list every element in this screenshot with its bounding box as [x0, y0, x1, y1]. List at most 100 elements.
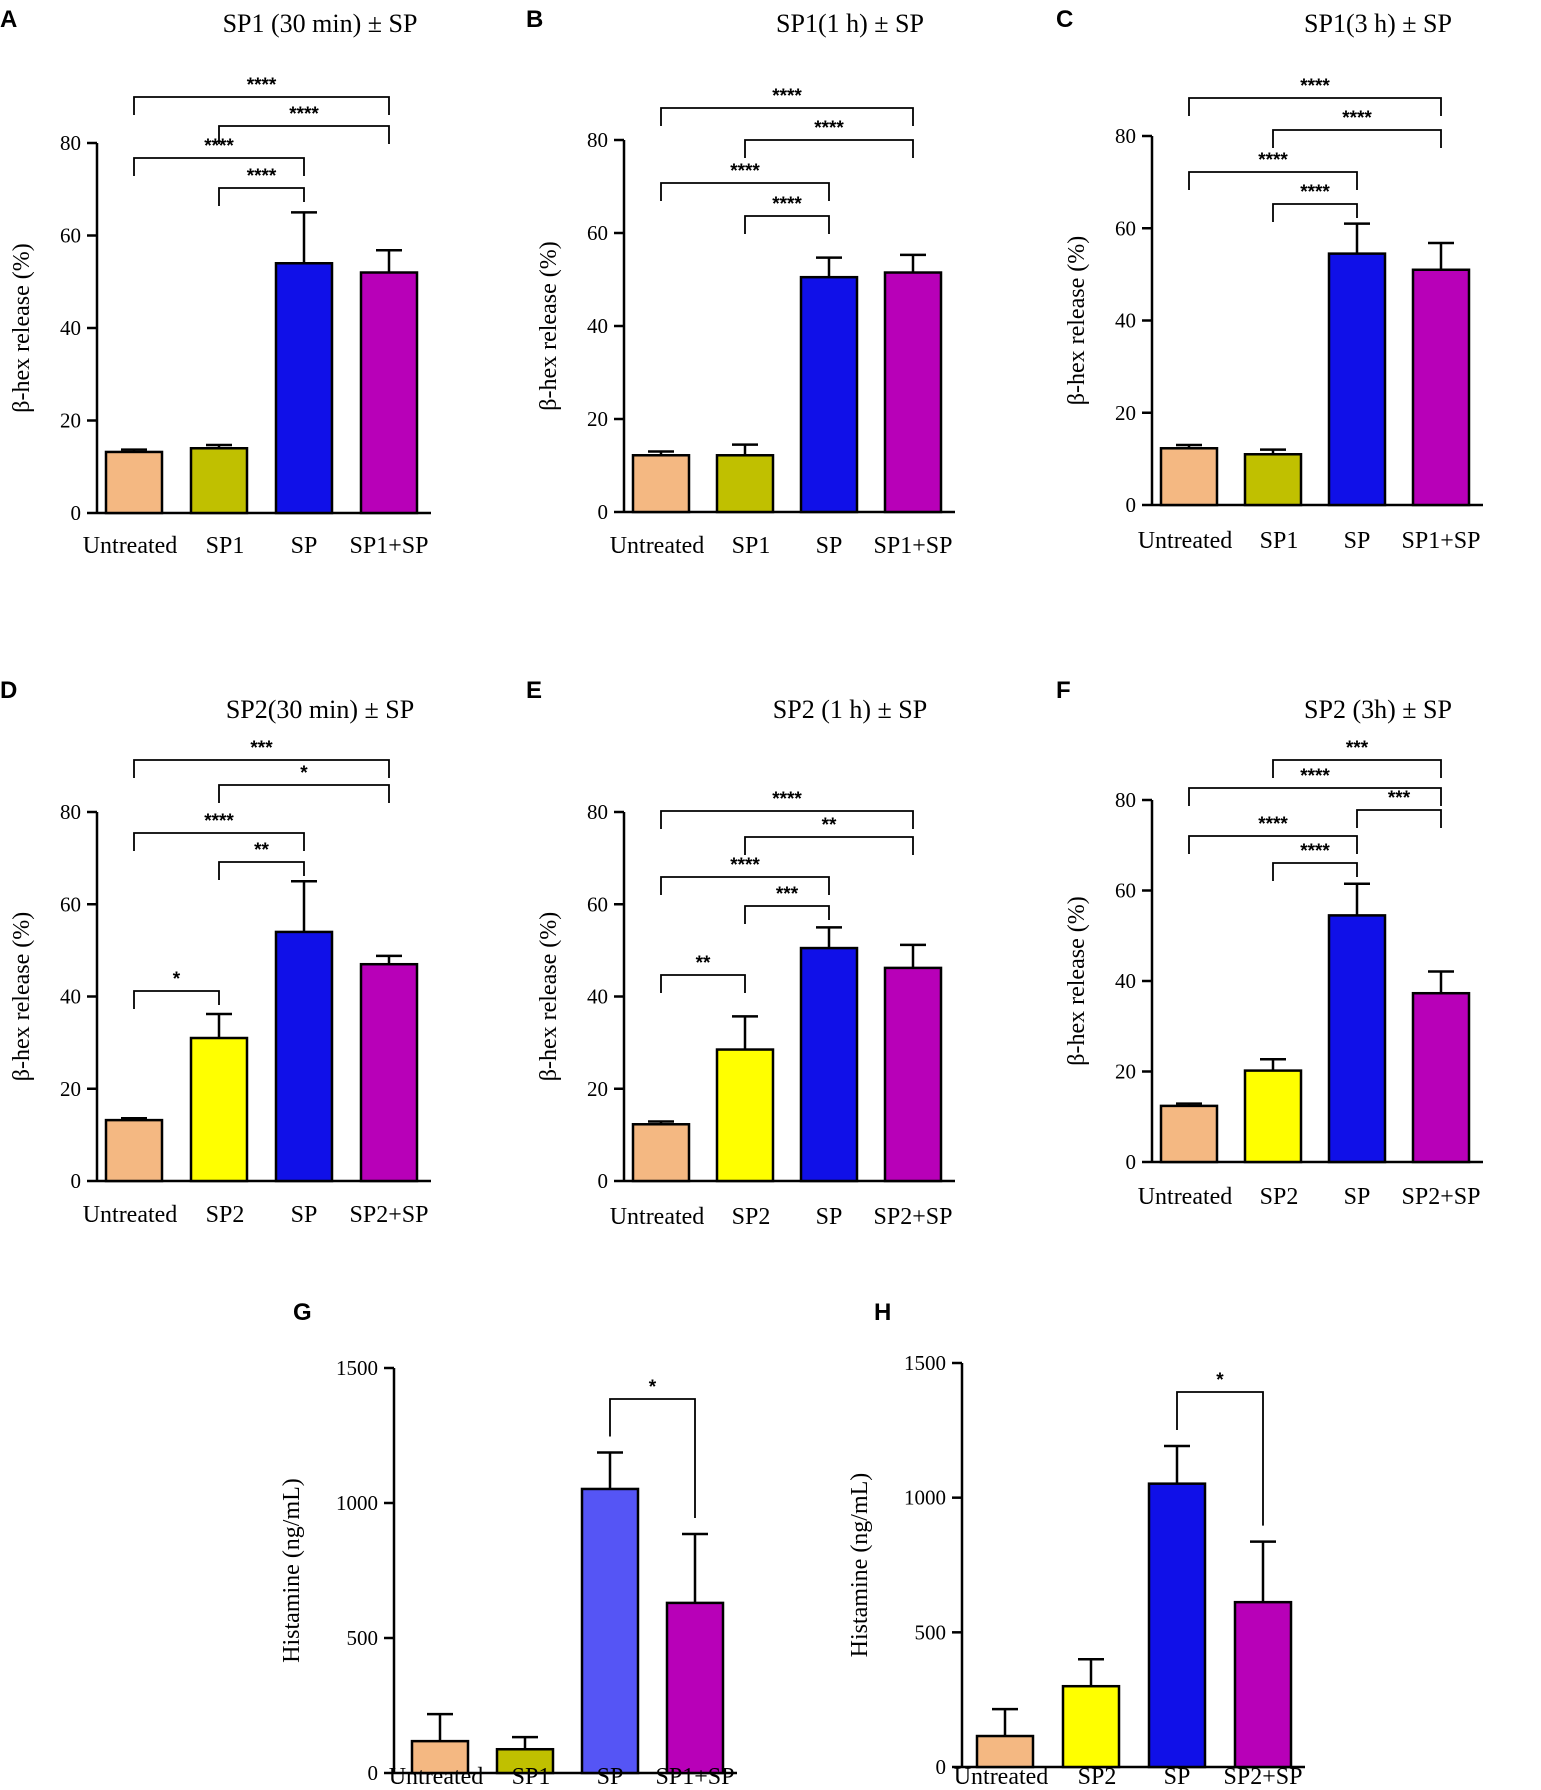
y-axis-label: Histamine (ng/mL) — [279, 1478, 305, 1663]
chart-title: SP1(1 h) ± SP — [776, 9, 924, 38]
y-tick-label: 80 — [1115, 124, 1136, 148]
y-tick-label: 40 — [1115, 969, 1136, 993]
y-axis-label: β-hex release (%) — [9, 243, 35, 412]
bar-untreated — [1159, 1104, 1219, 1164]
chart-panel-f: F SP2 (3h) ± SP 0 20 40 60 80 β-hex release (%)… — [1056, 677, 1483, 1210]
y-axis-label: Histamine (ng/mL) — [847, 1473, 873, 1658]
category-label: SP2 — [732, 1204, 771, 1230]
significance-bracket — [218, 861, 305, 880]
bar-sp1-sp — [665, 1601, 725, 1775]
significance-bracket — [133, 96, 390, 115]
panel-letter: B — [526, 6, 543, 33]
y-tick-label: 20 — [1115, 1060, 1136, 1084]
significance-label: **** — [247, 75, 277, 96]
bar-untreated — [631, 454, 691, 514]
significance-label: *** — [250, 738, 273, 759]
significance-label: **** — [772, 194, 802, 215]
category-label: Untreated — [610, 533, 705, 559]
category-label: Untreated — [1138, 1184, 1233, 1210]
category-label: SP — [597, 1764, 624, 1790]
significance-label: **** — [1342, 108, 1372, 129]
significance-label: **** — [772, 789, 802, 810]
category-label: Untreated — [610, 1204, 705, 1230]
bar-sp2-sp — [883, 966, 943, 1183]
significance-label: **** — [204, 136, 234, 157]
y-axis-label: β-hex release (%) — [1064, 896, 1090, 1065]
significance-bracket — [660, 107, 914, 126]
significance-label: *** — [1388, 788, 1411, 809]
significance-bracket — [744, 905, 830, 924]
significance-bracket — [218, 784, 390, 803]
y-tick-label: 80 — [60, 131, 81, 155]
chart-title: SP2(30 min) ± SP — [226, 695, 414, 724]
significance-label: ** — [696, 953, 711, 974]
panel-letter: F — [1056, 677, 1071, 704]
category-label: SP1 — [1260, 528, 1299, 554]
category-label: SP1+SP — [350, 533, 429, 559]
significance-label: * — [649, 1377, 657, 1398]
significance-bracket — [1356, 809, 1442, 828]
bar-sp — [799, 946, 859, 1183]
chart-panel-b: B SP1(1 h) ± SP 0 20 40 60 80 β-hex release (%)… — [526, 6, 955, 559]
category-label: SP2 — [1078, 1764, 1117, 1790]
category-label: SP2+SP — [1402, 1184, 1481, 1210]
y-tick-label: 1500 — [904, 1351, 946, 1375]
bar-sp — [799, 275, 859, 514]
y-tick-label: 0 — [1126, 493, 1137, 517]
significance-label: * — [300, 763, 308, 784]
category-label: SP2+SP — [350, 1202, 429, 1228]
significance-bracket — [1188, 787, 1442, 806]
panel-letter: G — [293, 1299, 312, 1326]
bar-untreated — [410, 1739, 470, 1775]
significance-label: **** — [1258, 814, 1288, 835]
bar-sp2-sp — [1411, 991, 1471, 1164]
significance-label: **** — [814, 118, 844, 139]
significance-bracket — [660, 182, 830, 201]
significance-label: **** — [1258, 150, 1288, 171]
significance-bracket — [1188, 835, 1358, 854]
significance-label: **** — [772, 86, 802, 107]
significance-label: **** — [289, 104, 319, 125]
category-label: Untreated — [1138, 528, 1233, 554]
chart-title: SP2 (1 h) ± SP — [773, 695, 927, 724]
bar-sp1 — [189, 447, 249, 515]
chart-panel-e: E SP2 (1 h) ± SP 0 20 40 60 80 β-hex release (%… — [526, 677, 955, 1230]
bar-sp2-sp — [359, 962, 419, 1183]
chart-title: SP1(3 h) ± SP — [1304, 9, 1452, 38]
category-label: SP1 — [732, 533, 771, 559]
y-tick-label: 0 — [598, 1169, 609, 1193]
y-tick-label: 500 — [347, 1626, 379, 1650]
panel-letter: C — [1056, 6, 1073, 33]
significance-bracket — [1188, 171, 1358, 190]
y-tick-label: 0 — [71, 501, 82, 525]
y-tick-label: 60 — [587, 221, 608, 245]
category-label: SP2 — [1260, 1184, 1299, 1210]
chart-panel-a: A SP1 (30 min) ± SP 0 20 40 60 80 β-hex release… — [0, 6, 431, 559]
category-label: Untreated — [389, 1764, 484, 1790]
category-label: SP — [816, 533, 843, 559]
bar-sp — [274, 262, 334, 515]
bar-untreated — [631, 1123, 691, 1183]
significance-bracket — [133, 832, 305, 851]
significance-bracket — [133, 157, 305, 176]
bar-sp2 — [715, 1048, 775, 1183]
bar-sp2 — [1243, 1069, 1303, 1164]
category-label: SP1 — [512, 1764, 551, 1790]
panel-letter: A — [0, 6, 17, 33]
category-label: SP2+SP — [1224, 1764, 1303, 1790]
category-label: Untreated — [954, 1764, 1049, 1790]
bar-untreated — [975, 1734, 1035, 1769]
bar-sp — [580, 1487, 640, 1775]
panel-letter: D — [0, 677, 17, 704]
significance-label: **** — [1300, 841, 1330, 862]
significance-label: * — [173, 969, 181, 990]
bar-sp1-sp — [883, 271, 943, 514]
category-label: SP1+SP — [656, 1764, 735, 1790]
bar-sp1-sp — [359, 271, 419, 515]
significance-bracket — [660, 810, 914, 829]
significance-bracket — [133, 759, 390, 778]
significance-label: **** — [1300, 182, 1330, 203]
significance-label: ** — [254, 840, 269, 861]
significance-bracket — [1272, 862, 1358, 881]
